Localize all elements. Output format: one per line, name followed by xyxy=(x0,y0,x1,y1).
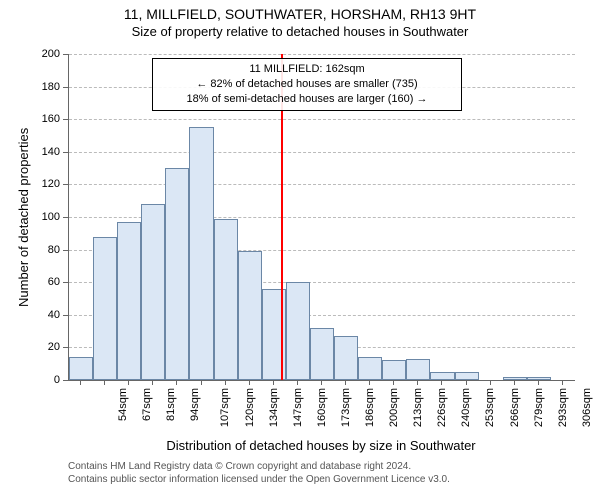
bar xyxy=(69,357,93,380)
xtick-label: 186sqm xyxy=(364,388,376,427)
ytick-label: 200 xyxy=(0,48,60,60)
ytick-mark xyxy=(63,347,68,348)
xtick-label: 293sqm xyxy=(557,388,569,427)
xtick-mark xyxy=(466,380,467,385)
xtick-mark xyxy=(393,380,394,385)
xtick-mark xyxy=(249,380,250,385)
xtick-label: 54sqm xyxy=(117,388,129,421)
bar xyxy=(334,336,358,380)
xtick-label: 213sqm xyxy=(412,388,424,427)
xtick-mark xyxy=(490,380,491,385)
ytick-label: 40 xyxy=(0,309,60,321)
grid-line xyxy=(69,184,575,185)
ytick-label: 80 xyxy=(0,244,60,256)
xtick-mark xyxy=(538,380,539,385)
ytick-mark xyxy=(63,184,68,185)
chart-container: 11, MILLFIELD, SOUTHWATER, HORSHAM, RH13… xyxy=(0,0,600,500)
xtick-mark xyxy=(225,380,226,385)
ytick-label: 0 xyxy=(0,374,60,386)
ytick-label: 120 xyxy=(0,178,60,190)
bar xyxy=(189,127,213,380)
title-line-1: 11, MILLFIELD, SOUTHWATER, HORSHAM, RH13… xyxy=(0,6,600,22)
ytick-mark xyxy=(63,87,68,88)
bar xyxy=(165,168,189,380)
bar xyxy=(93,237,117,380)
ytick-label: 100 xyxy=(0,211,60,223)
title-block: 11, MILLFIELD, SOUTHWATER, HORSHAM, RH13… xyxy=(0,6,600,39)
ytick-label: 180 xyxy=(0,81,60,93)
ytick-mark xyxy=(63,119,68,120)
xtick-mark xyxy=(80,380,81,385)
xtick-label: 120sqm xyxy=(244,388,256,427)
xtick-label: 200sqm xyxy=(388,388,400,427)
xtick-label: 81sqm xyxy=(165,388,177,421)
grid-line xyxy=(69,119,575,120)
bar xyxy=(358,357,382,380)
bar xyxy=(455,372,479,380)
bar xyxy=(117,222,141,380)
grid-line xyxy=(69,152,575,153)
annotation-box: 11 MILLFIELD: 162sqm ← 82% of detached h… xyxy=(152,58,462,111)
ytick-label: 140 xyxy=(0,146,60,158)
xtick-mark xyxy=(321,380,322,385)
annotation-line-1: 11 MILLFIELD: 162sqm xyxy=(159,62,455,77)
xtick-label: 266sqm xyxy=(509,388,521,427)
bar xyxy=(527,377,551,380)
bar xyxy=(382,360,406,380)
ytick-mark xyxy=(63,54,68,55)
xtick-mark xyxy=(417,380,418,385)
xtick-label: 107sqm xyxy=(220,388,232,427)
footer: Contains HM Land Registry data © Crown c… xyxy=(68,460,574,486)
xtick-mark xyxy=(514,380,515,385)
bar xyxy=(430,372,454,380)
footer-line-1: Contains HM Land Registry data © Crown c… xyxy=(68,460,574,473)
annotation-line-2: ← 82% of detached houses are smaller (73… xyxy=(159,77,455,92)
ytick-mark xyxy=(63,217,68,218)
xtick-mark xyxy=(201,380,202,385)
bar xyxy=(141,204,165,380)
xtick-label: 147sqm xyxy=(292,388,304,427)
bar xyxy=(310,328,334,380)
ytick-label: 60 xyxy=(0,276,60,288)
bar xyxy=(286,282,310,380)
xtick-mark xyxy=(297,380,298,385)
ytick-label: 160 xyxy=(0,113,60,125)
xtick-mark xyxy=(441,380,442,385)
ytick-label: 20 xyxy=(0,341,60,353)
ytick-mark xyxy=(63,380,68,381)
ytick-mark xyxy=(63,152,68,153)
bar xyxy=(503,377,527,380)
xtick-label: 134sqm xyxy=(268,388,280,427)
xtick-mark xyxy=(562,380,563,385)
xtick-mark xyxy=(152,380,153,385)
annotation-line-3: 18% of semi-detached houses are larger (… xyxy=(159,92,455,107)
xtick-label: 160sqm xyxy=(316,388,328,427)
bar xyxy=(238,251,262,380)
bar xyxy=(214,219,238,380)
xtick-label: 226sqm xyxy=(436,388,448,427)
grid-line xyxy=(69,54,575,55)
ytick-mark xyxy=(63,282,68,283)
title-line-2: Size of property relative to detached ho… xyxy=(0,24,600,39)
footer-line-2: Contains public sector information licen… xyxy=(68,473,574,486)
xtick-mark xyxy=(273,380,274,385)
xtick-mark xyxy=(128,380,129,385)
xtick-label: 279sqm xyxy=(533,388,545,427)
bar xyxy=(406,359,430,380)
xtick-mark xyxy=(176,380,177,385)
xtick-label: 173sqm xyxy=(340,388,352,427)
xtick-label: 253sqm xyxy=(485,388,497,427)
xtick-mark xyxy=(104,380,105,385)
xtick-mark xyxy=(345,380,346,385)
xtick-label: 306sqm xyxy=(581,388,593,427)
xtick-mark xyxy=(369,380,370,385)
ytick-mark xyxy=(63,250,68,251)
xtick-label: 67sqm xyxy=(141,388,153,421)
ytick-mark xyxy=(63,315,68,316)
xtick-label: 94sqm xyxy=(189,388,201,421)
x-axis-label: Distribution of detached houses by size … xyxy=(68,438,574,453)
xtick-label: 240sqm xyxy=(461,388,473,427)
